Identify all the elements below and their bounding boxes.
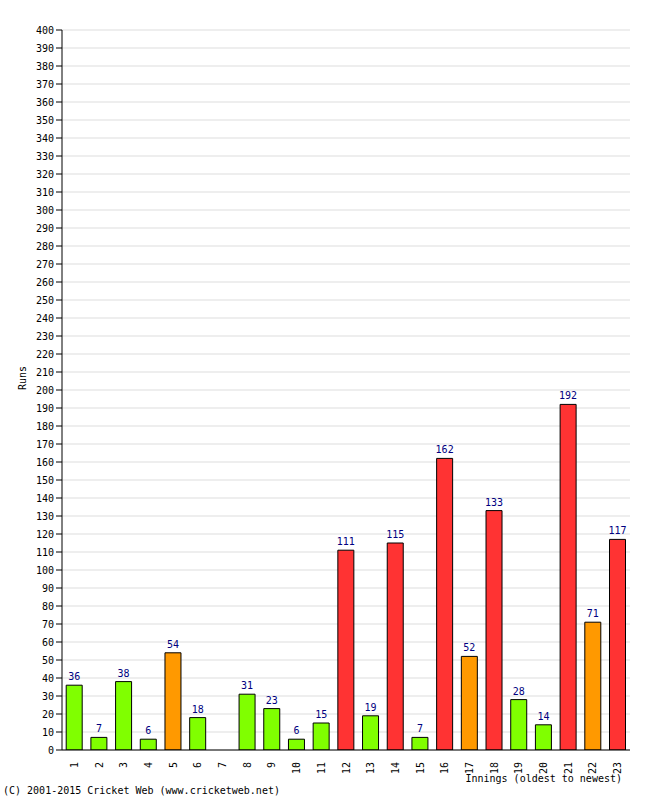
- svg-text:6: 6: [192, 762, 203, 768]
- svg-text:40: 40: [42, 673, 54, 684]
- svg-text:10: 10: [291, 762, 302, 774]
- svg-text:7: 7: [217, 762, 228, 768]
- svg-text:7: 7: [417, 723, 423, 734]
- svg-text:260: 260: [36, 277, 54, 288]
- svg-text:170: 170: [36, 439, 54, 450]
- svg-text:20: 20: [42, 709, 54, 720]
- svg-text:18: 18: [192, 704, 204, 715]
- svg-text:1: 1: [69, 762, 80, 768]
- svg-text:4: 4: [143, 762, 154, 768]
- svg-text:20: 20: [538, 762, 550, 774]
- svg-text:300: 300: [36, 205, 54, 216]
- svg-text:340: 340: [36, 133, 54, 144]
- svg-text:400: 400: [36, 25, 54, 36]
- svg-text:14: 14: [537, 711, 549, 722]
- svg-text:6: 6: [145, 725, 151, 736]
- svg-text:15: 15: [415, 762, 426, 774]
- svg-text:38: 38: [118, 668, 130, 679]
- svg-text:162: 162: [436, 444, 454, 455]
- svg-text:8: 8: [242, 762, 253, 768]
- svg-text:320: 320: [36, 169, 54, 180]
- svg-text:19: 19: [513, 762, 525, 774]
- svg-text:133: 133: [485, 497, 503, 508]
- svg-text:330: 330: [36, 151, 54, 162]
- svg-text:150: 150: [36, 475, 54, 486]
- svg-text:5: 5: [168, 762, 179, 768]
- svg-text:220: 220: [36, 349, 54, 360]
- svg-text:110: 110: [36, 547, 54, 558]
- svg-text:30: 30: [42, 691, 54, 702]
- svg-text:36: 36: [68, 671, 80, 682]
- svg-text:13: 13: [365, 762, 376, 774]
- svg-text:Innings (oldest to newest): Innings (oldest to newest): [465, 773, 622, 784]
- svg-text:370: 370: [36, 79, 54, 90]
- svg-text:230: 230: [36, 331, 54, 342]
- svg-text:90: 90: [42, 583, 54, 594]
- svg-text:111: 111: [337, 536, 355, 547]
- svg-text:210: 210: [36, 367, 54, 378]
- svg-text:50: 50: [42, 655, 54, 666]
- svg-text:250: 250: [36, 295, 54, 306]
- svg-text:15: 15: [315, 709, 327, 720]
- svg-text:80: 80: [42, 601, 54, 612]
- svg-text:350: 350: [36, 115, 54, 126]
- svg-text:200: 200: [36, 385, 54, 396]
- svg-text:290: 290: [36, 223, 54, 234]
- svg-text:28: 28: [513, 686, 525, 697]
- svg-text:240: 240: [36, 313, 54, 324]
- svg-text:2: 2: [94, 762, 105, 768]
- svg-text:280: 280: [36, 241, 54, 252]
- svg-text:100: 100: [36, 565, 54, 576]
- svg-text:7: 7: [96, 723, 102, 734]
- svg-text:360: 360: [36, 97, 54, 108]
- svg-text:12: 12: [341, 762, 352, 774]
- svg-text:160: 160: [36, 457, 54, 468]
- svg-text:270: 270: [36, 259, 54, 270]
- svg-text:19: 19: [365, 702, 377, 713]
- html-text:(C) 2001-2015 Cricket Web (www: (C) 2001-2015 Cricket Web (www.cricketwe…: [3, 785, 280, 796]
- svg-text:23: 23: [612, 762, 624, 774]
- svg-text:21: 21: [562, 762, 574, 774]
- svg-text:390: 390: [36, 43, 54, 54]
- svg-text:54: 54: [167, 639, 179, 650]
- svg-text:11: 11: [316, 762, 327, 774]
- svg-text:10: 10: [42, 727, 54, 738]
- svg-text:9: 9: [266, 762, 277, 768]
- svg-text:120: 120: [36, 529, 54, 540]
- svg-text:17: 17: [464, 762, 475, 774]
- svg-text:71: 71: [587, 608, 599, 619]
- svg-text:23: 23: [266, 695, 278, 706]
- svg-text:180: 180: [36, 421, 54, 432]
- svg-text:380: 380: [36, 61, 54, 72]
- svg-text:22: 22: [587, 762, 599, 774]
- svg-text:70: 70: [42, 619, 54, 630]
- svg-text:14: 14: [390, 762, 401, 774]
- svg-text:130: 130: [36, 511, 54, 522]
- svg-text:192: 192: [559, 390, 577, 401]
- svg-text:52: 52: [463, 642, 475, 653]
- svg-text:140: 140: [36, 493, 54, 504]
- svg-text:0: 0: [48, 745, 54, 756]
- svg-text:6: 6: [293, 725, 299, 736]
- svg-text:3: 3: [118, 762, 129, 768]
- svg-text:310: 310: [36, 187, 54, 198]
- svg-text:190: 190: [36, 403, 54, 414]
- svg-text:115: 115: [386, 529, 404, 540]
- svg-text:31: 31: [241, 680, 253, 691]
- svg-text:Runs: Runs: [17, 366, 28, 390]
- svg-text:18: 18: [488, 762, 500, 774]
- svg-text:60: 60: [42, 637, 54, 648]
- svg-text:16: 16: [439, 762, 450, 774]
- svg-text:117: 117: [608, 525, 626, 536]
